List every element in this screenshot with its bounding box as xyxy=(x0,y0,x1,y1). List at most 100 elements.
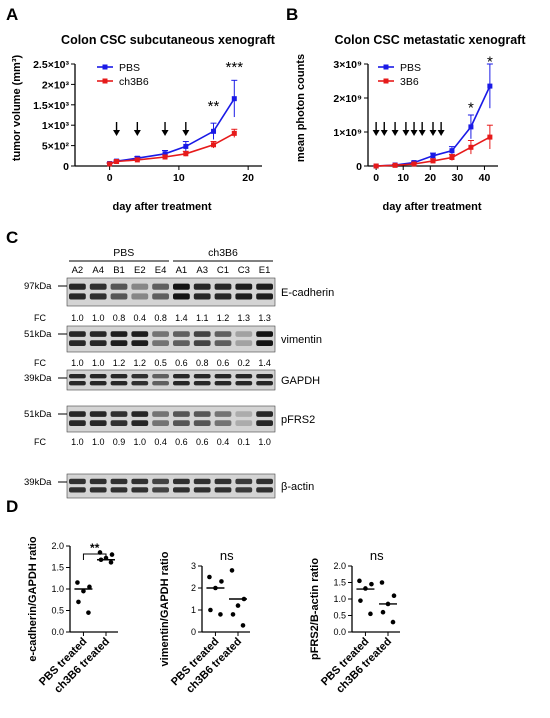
blot-band xyxy=(152,420,169,427)
blot-lane-label: A1 xyxy=(176,265,188,276)
blot-band xyxy=(69,283,86,290)
chart-b-y-tick-label: 3×10⁹ xyxy=(333,59,362,71)
blot-protein-label: vimentin xyxy=(281,334,322,346)
chart-d1-sig-bracket xyxy=(82,553,107,560)
chart-a: Colon CSC subcutaneous xenograft day aft… xyxy=(11,33,276,213)
blot-band xyxy=(89,420,107,427)
chart-a-treatment-arrow-head xyxy=(182,130,190,136)
chart-d2-point xyxy=(229,568,235,573)
blot-fc-value: 1.4 xyxy=(175,313,188,323)
chart-a-point xyxy=(134,157,140,163)
chart-b-legend-label: 3B6 xyxy=(400,76,419,88)
chart-d1-point xyxy=(76,599,81,605)
chart-b: Colon CSC metastatic xenograft day after… xyxy=(295,33,526,213)
chart-b-legend-marker xyxy=(383,78,389,84)
chart-d3-point xyxy=(390,619,396,625)
blot-mw-marker: 39kDa xyxy=(24,477,52,488)
chart-d1-point xyxy=(86,610,91,615)
blot-band xyxy=(235,478,253,485)
blot-fc-value: 0.8 xyxy=(154,313,167,323)
blot-fc-value: 0.6 xyxy=(217,358,230,368)
chart-d2-point xyxy=(207,574,212,580)
blot-band xyxy=(193,340,211,347)
blot-fc-value: 0.8 xyxy=(113,313,126,323)
panel-label-b: B xyxy=(286,5,298,24)
blot-fc-value: 1.0 xyxy=(134,437,147,447)
blot-fc-value: 1.0 xyxy=(71,358,84,368)
blot-band xyxy=(69,331,86,337)
blot-band xyxy=(193,487,211,493)
blot-band xyxy=(235,374,253,379)
blot-fc-value: 0.2 xyxy=(238,358,251,368)
blot-group-label-pbs: PBS xyxy=(113,247,134,259)
blot-band xyxy=(256,381,273,386)
blot-band xyxy=(256,487,273,493)
chart-a-point xyxy=(211,128,217,134)
chart-a-legend-label: ch3B6 xyxy=(119,76,149,88)
blot-fc-label: FC xyxy=(34,313,46,323)
blot-lane-label: C3 xyxy=(238,265,250,276)
chart-d1-point xyxy=(81,588,86,594)
blot-fc-label: FC xyxy=(34,437,46,447)
blot-band xyxy=(193,381,211,386)
blot-fc-value: 1.3 xyxy=(258,313,271,323)
blot-band xyxy=(256,340,273,347)
blot-band xyxy=(235,283,253,290)
blot-band xyxy=(214,340,232,347)
blot-band xyxy=(173,478,190,485)
chart-d3-point xyxy=(358,598,363,603)
blot-band xyxy=(214,478,232,485)
chart-b-xlabel: day after treatment xyxy=(382,201,481,213)
blot-band xyxy=(89,374,107,379)
chart-a-x-tick-label: 10 xyxy=(173,172,185,184)
blot-band xyxy=(69,381,86,386)
blot-band xyxy=(214,283,232,290)
blot-band xyxy=(256,411,273,417)
blot-protein-label: GAPDH xyxy=(281,375,320,387)
chart-b-point xyxy=(468,144,474,150)
chart-a-legend-label: PBS xyxy=(119,62,140,74)
chart-d1-y-tick-label: 2.0 xyxy=(51,541,64,551)
chart-b-title: Colon CSC metastatic xenograft xyxy=(334,33,526,47)
blot-fc-value: 1.3 xyxy=(238,313,251,323)
blot-band xyxy=(131,381,149,386)
panel-label-a: A xyxy=(6,5,18,24)
chart-d1-point xyxy=(87,584,92,590)
chart-d3-point xyxy=(391,593,397,598)
chart-d3-y-tick-label: 1.0 xyxy=(333,594,346,604)
blot-band xyxy=(69,340,86,347)
blot-band xyxy=(173,381,190,386)
blot-band xyxy=(89,293,107,300)
blot-band xyxy=(214,381,232,386)
blot-band xyxy=(235,331,253,337)
blot-fc-value: 1.2 xyxy=(217,313,230,323)
chart-b-treatment-arrow-head xyxy=(418,130,426,136)
blot-lane-label: A4 xyxy=(92,265,104,276)
chart-b-y-tick-label: 1×10⁹ xyxy=(333,127,362,139)
blot-band xyxy=(173,487,190,493)
blot-mw-marker: 51kDa xyxy=(24,329,52,340)
chart-b-point xyxy=(373,163,379,169)
blot-band xyxy=(131,420,149,427)
blot-band xyxy=(131,283,149,290)
blot-band xyxy=(214,487,232,493)
blot-group-label-ch3b6: ch3B6 xyxy=(208,247,238,259)
chart-a-treatment-arrow-head xyxy=(133,130,141,136)
chart-d3-point xyxy=(369,581,374,587)
chart-a-treatment-arrow-head xyxy=(161,130,169,136)
blot-band xyxy=(89,411,107,417)
chart-a-y-tick-label: 1×10³ xyxy=(42,120,70,132)
chart-b-treatment-arrow-head xyxy=(380,130,388,136)
blot-fc-value: 1.2 xyxy=(134,358,147,368)
blot-fc-value: 1.0 xyxy=(71,437,84,447)
blot-band xyxy=(193,478,211,485)
blot-fc-value: 0.5 xyxy=(154,358,167,368)
blot-band xyxy=(173,293,190,300)
chart-d1-y-tick-label: 1.0 xyxy=(51,584,64,594)
blot-band xyxy=(110,374,128,379)
chart-d1-y-tick-label: 0.5 xyxy=(51,606,64,616)
chart-b-point xyxy=(487,134,493,140)
blot-band xyxy=(235,487,253,493)
chart-d3-point xyxy=(357,578,362,584)
